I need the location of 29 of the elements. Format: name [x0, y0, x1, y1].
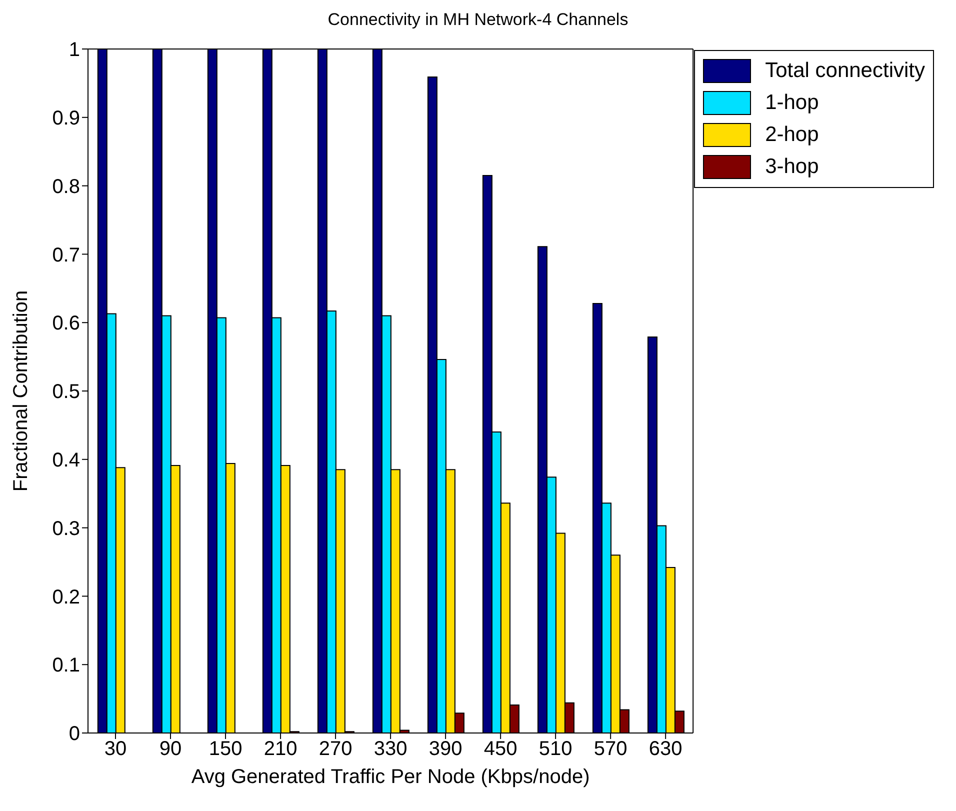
x-tick-label: 570 [594, 738, 628, 760]
legend-label: 2-hop [765, 123, 819, 147]
y-tick-label: 0.8 [52, 176, 80, 198]
y-tick-label: 1 [68, 39, 80, 62]
x-tick-label: 270 [318, 738, 352, 760]
y-tick-label: 0.1 [52, 654, 80, 677]
y-axis-title: Fractional Contribution [10, 290, 32, 492]
x-tick-label: 30 [104, 738, 127, 760]
legend-label: 3-hop [765, 155, 819, 179]
y-tick-label: 0.9 [52, 108, 80, 130]
x-tick-label: 630 [648, 738, 682, 760]
legend-label: 1-hop [765, 91, 819, 115]
y-tick-label: 0 [68, 723, 80, 746]
x-tick-label: 390 [428, 738, 462, 760]
x-tick-label: 150 [208, 738, 242, 760]
x-tick-label: 210 [264, 738, 298, 760]
y-tick-label: 0.2 [52, 586, 80, 608]
x-tick-label: 450 [484, 738, 518, 760]
x-tick-label: 330 [374, 738, 408, 760]
x-tick-label: 90 [159, 738, 182, 760]
y-tick-label: 0.4 [52, 450, 80, 472]
y-tick-label: 0.5 [52, 381, 80, 404]
y-tick-label: 0.6 [52, 312, 80, 335]
x-axis-title: Avg Generated Traffic Per Node (Kbps/node) [191, 766, 590, 788]
y-tick-label: 0.7 [52, 244, 80, 266]
legend-label: Total connectivity [765, 59, 925, 83]
x-tick-label: 510 [538, 738, 572, 760]
chart-title: Connectivity in MH Network-4 Channels [326, 9, 630, 31]
y-tick-label: 0.3 [52, 518, 80, 540]
